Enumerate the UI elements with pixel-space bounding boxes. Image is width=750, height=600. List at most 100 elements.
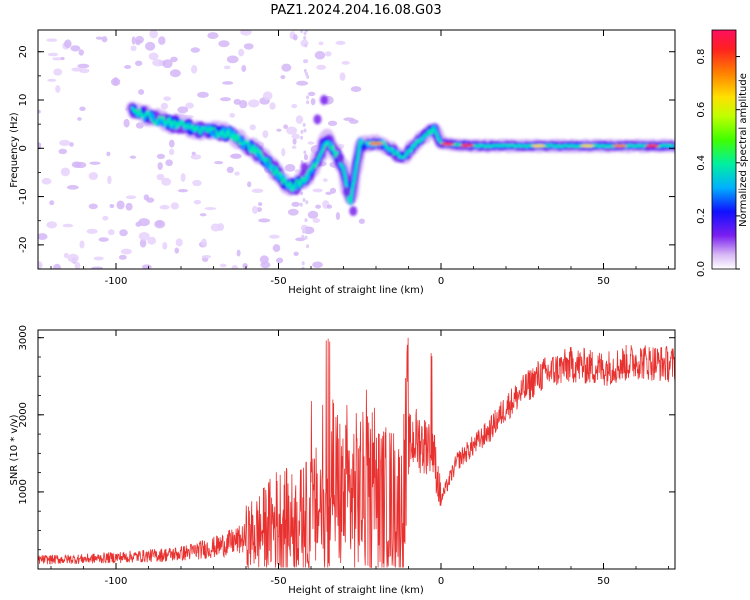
- colorbar: 0.0 0.2 0.4 0.6 0.8 Normalized spectral ampl…: [696, 29, 749, 277]
- noise-speckle: [303, 227, 307, 232]
- noise-speckle: [135, 221, 142, 227]
- snr-panel: -100 -50 0 50 1000 2000 3000 Height of straigh…: [9, 325, 676, 596]
- spectrogram-area: [38, 30, 675, 269]
- noise-speckle: [47, 78, 57, 82]
- noise-speckle: [248, 99, 260, 108]
- noise-speckle: [159, 204, 170, 210]
- noise-speckle: [185, 102, 194, 109]
- noise-speckle: [301, 261, 305, 266]
- noise-speckle: [123, 118, 130, 128]
- noise-speckle: [116, 200, 125, 210]
- noise-speckle: [306, 74, 310, 79]
- noise-speckle: [312, 218, 321, 223]
- noise-speckle: [348, 119, 359, 124]
- noise-speckle: [350, 86, 362, 93]
- noise-speckle: [283, 124, 288, 130]
- noise-speckle: [157, 162, 163, 170]
- noise-speckle: [358, 218, 365, 224]
- noise-speckle: [219, 263, 227, 268]
- noise-speckle: [106, 151, 111, 157]
- noise-speckle: [190, 47, 201, 53]
- noise-speckle: [135, 60, 143, 67]
- noise-speckle: [236, 249, 241, 257]
- snr-y-tick-label: 1000: [18, 479, 29, 504]
- noise-speckle: [295, 115, 304, 124]
- noise-speckle: [88, 172, 99, 180]
- spectrogram-y-tick-label: -10: [18, 188, 29, 204]
- noise-speckle: [335, 40, 346, 45]
- noise-speckle: [301, 266, 305, 269]
- noise-speckle: [286, 126, 298, 135]
- noise-speckle: [256, 207, 262, 212]
- ridge-branch: [336, 152, 345, 163]
- noise-speckle: [149, 30, 158, 39]
- noise-speckle: [107, 229, 115, 236]
- noise-speckle: [38, 109, 41, 114]
- noise-speckle: [247, 181, 252, 188]
- noise-speckle: [306, 95, 310, 100]
- noise-speckle: [158, 36, 166, 45]
- noise-speckle: [130, 45, 137, 52]
- noise-speckle: [300, 191, 304, 196]
- noise-speckle: [281, 148, 286, 157]
- colorbar-tick-label: 0.6: [696, 102, 707, 118]
- noise-speckle: [160, 102, 169, 110]
- noise-speckle: [238, 99, 248, 109]
- noise-speckle: [141, 264, 152, 269]
- noise-speckle: [135, 122, 144, 129]
- noise-speckle: [303, 31, 307, 36]
- noise-speckle: [329, 187, 337, 194]
- noise-speckle: [249, 124, 256, 131]
- noise-speckle: [226, 55, 239, 64]
- noise-speckle: [62, 223, 74, 228]
- ridge-branch: [300, 162, 309, 173]
- spectrogram-x-tick-label: 0: [438, 276, 444, 287]
- snr-x-tick-label: 0: [438, 576, 444, 587]
- noise-speckle: [95, 36, 103, 40]
- noise-speckle: [299, 202, 303, 207]
- noise-speckle: [67, 253, 79, 263]
- noise-speckle: [258, 202, 263, 206]
- noise-speckle: [252, 205, 258, 214]
- ridge-branch: [342, 186, 351, 197]
- noise-speckle: [272, 244, 281, 253]
- noise-speckle: [55, 85, 61, 93]
- noise-speckle: [138, 232, 150, 241]
- noise-speckle: [229, 112, 236, 118]
- noise-speckle: [280, 75, 286, 80]
- noise-speckle: [281, 63, 292, 72]
- noise-speckle: [71, 67, 83, 72]
- snr-series-line: [38, 337, 675, 569]
- noise-speckle: [88, 203, 98, 210]
- noise-speckle: [306, 100, 310, 105]
- noise-speckle: [156, 153, 166, 160]
- noise-speckle: [170, 202, 179, 210]
- bottom-x-label: Height of straight line (km): [288, 585, 424, 596]
- ridge-layer: [131, 107, 364, 204]
- noise-speckle: [304, 235, 308, 240]
- noise-speckle: [53, 263, 62, 269]
- noise-speckle: [219, 97, 231, 102]
- noise-speckle: [129, 155, 137, 159]
- noise-speckle: [312, 188, 323, 193]
- noise-speckle: [217, 223, 225, 232]
- noise-speckle: [291, 145, 297, 150]
- noise-speckle: [89, 161, 101, 165]
- noise-speckle: [269, 234, 280, 239]
- noise-speckle: [174, 247, 180, 254]
- bottom-y-label: SNR (10 * v/v): [9, 414, 20, 485]
- noise-speckle: [307, 141, 315, 145]
- noise-speckle: [318, 41, 324, 46]
- noise-speckle: [243, 43, 254, 50]
- noise-speckle: [300, 135, 304, 140]
- noise-speckle: [339, 72, 346, 81]
- noise-speckle: [165, 159, 173, 167]
- noise-speckle: [98, 237, 109, 242]
- ridge-layer: [440, 142, 674, 148]
- noise-speckle: [156, 173, 165, 181]
- noise-speckle: [109, 203, 115, 209]
- noise-speckle: [303, 128, 307, 133]
- noise-speckle: [69, 142, 74, 147]
- noise-speckle: [222, 81, 234, 85]
- noise-speckle: [276, 128, 282, 132]
